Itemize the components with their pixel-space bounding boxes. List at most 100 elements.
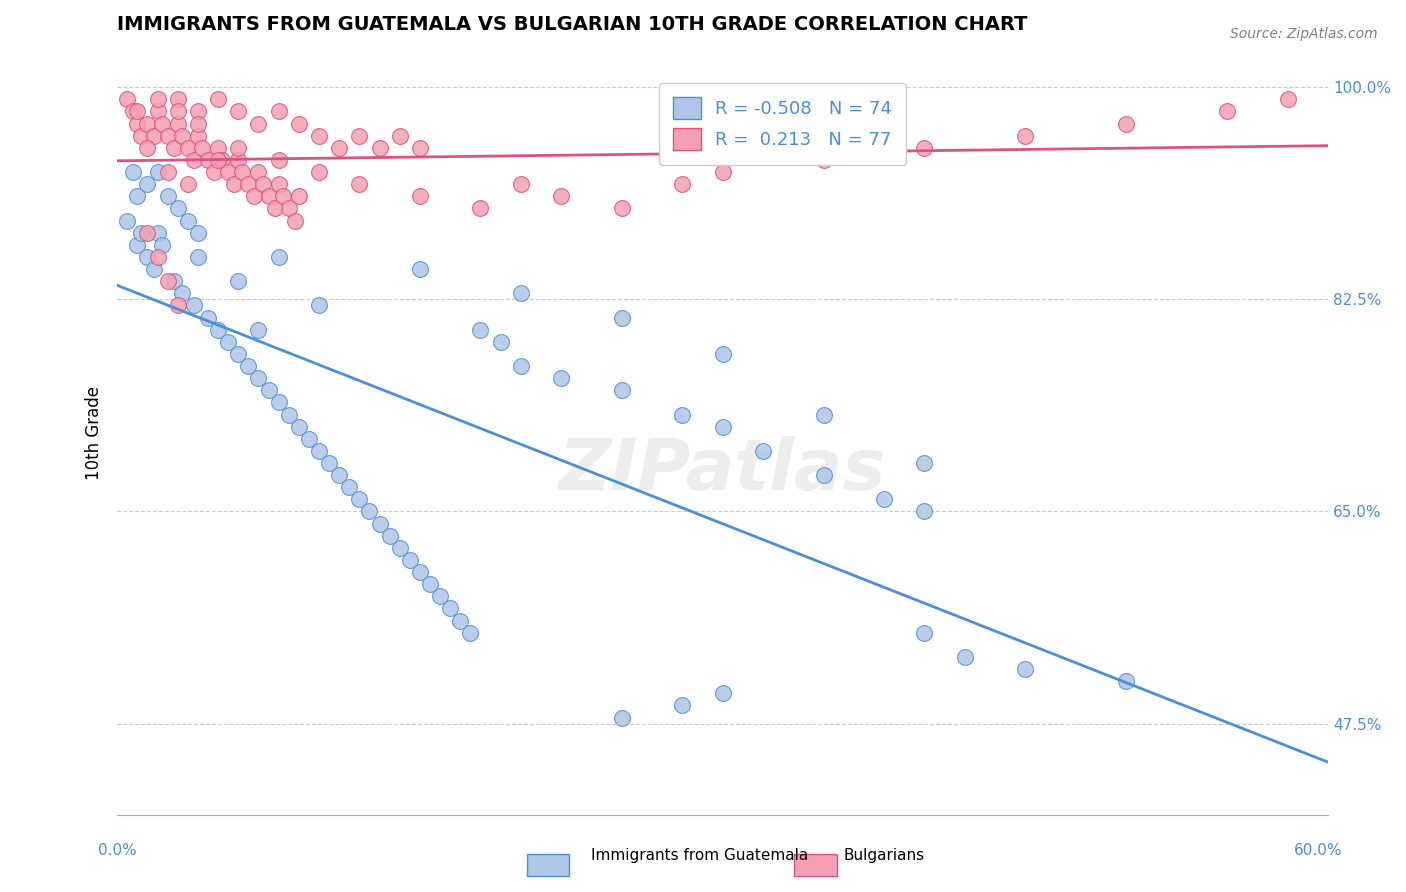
Point — [409, 141, 432, 155]
Text: ZIPatlas: ZIPatlas — [560, 436, 886, 506]
Point — [288, 189, 311, 203]
Point — [349, 177, 371, 191]
Point — [711, 347, 734, 361]
Point — [277, 408, 299, 422]
Point — [308, 298, 330, 312]
Point — [308, 128, 330, 143]
Y-axis label: 10th Grade: 10th Grade — [86, 385, 103, 480]
Point — [217, 165, 239, 179]
Point — [117, 213, 139, 227]
Point — [177, 177, 200, 191]
Point — [378, 529, 401, 543]
Point — [610, 202, 633, 216]
Point — [166, 298, 188, 312]
Point — [914, 456, 936, 470]
Point — [409, 189, 432, 203]
Point — [117, 92, 139, 106]
Point — [156, 189, 179, 203]
Point — [166, 202, 188, 216]
Point — [509, 286, 531, 301]
Point — [419, 577, 441, 591]
Point — [156, 165, 179, 179]
Point — [368, 516, 391, 531]
Point — [146, 165, 169, 179]
Point — [308, 165, 330, 179]
Point — [914, 141, 936, 155]
Legend: R = -0.508   N = 74, R =  0.213   N = 77: R = -0.508 N = 74, R = 0.213 N = 77 — [659, 83, 907, 165]
Point — [191, 141, 214, 155]
Point — [226, 347, 249, 361]
Point — [298, 432, 321, 446]
Point — [489, 334, 512, 349]
Point — [187, 250, 209, 264]
Point — [238, 359, 260, 373]
Point — [711, 419, 734, 434]
Point — [509, 359, 531, 373]
Point — [409, 565, 432, 579]
Point — [318, 456, 340, 470]
Point — [122, 165, 145, 179]
Point — [226, 104, 249, 119]
Point — [231, 165, 253, 179]
Point — [183, 298, 205, 312]
Point — [337, 480, 360, 494]
Point — [470, 202, 492, 216]
Point — [752, 443, 775, 458]
Point — [267, 395, 290, 409]
Point — [671, 177, 693, 191]
Point — [187, 104, 209, 119]
Point — [439, 601, 461, 615]
Text: 60.0%: 60.0% — [1295, 843, 1343, 858]
Point — [263, 202, 285, 216]
Point — [308, 443, 330, 458]
Point — [247, 165, 270, 179]
Point — [359, 504, 381, 518]
Point — [914, 625, 936, 640]
Point — [211, 153, 233, 167]
Text: 0.0%: 0.0% — [98, 843, 138, 858]
Point — [550, 189, 572, 203]
Point — [136, 117, 159, 131]
Point — [288, 117, 311, 131]
Point — [136, 177, 159, 191]
Point — [277, 202, 299, 216]
Point — [1115, 674, 1137, 689]
Point — [170, 128, 193, 143]
Point — [187, 128, 209, 143]
Point — [197, 310, 219, 325]
Point — [183, 153, 205, 167]
Point — [136, 250, 159, 264]
Point — [267, 250, 290, 264]
Point — [247, 323, 270, 337]
Point — [187, 117, 209, 131]
Point — [873, 492, 896, 507]
Point — [610, 710, 633, 724]
Point — [166, 92, 188, 106]
Point — [813, 153, 835, 167]
Point — [207, 323, 229, 337]
Point — [429, 590, 451, 604]
Point — [271, 189, 294, 203]
Point — [470, 323, 492, 337]
Point — [813, 408, 835, 422]
Point — [349, 492, 371, 507]
Point — [142, 128, 165, 143]
Point — [813, 468, 835, 483]
Point — [243, 189, 266, 203]
Point — [257, 384, 280, 398]
Point — [207, 153, 229, 167]
Point — [170, 286, 193, 301]
Point — [156, 128, 179, 143]
Point — [388, 128, 411, 143]
Point — [146, 250, 169, 264]
Point — [224, 177, 246, 191]
Point — [1216, 104, 1239, 119]
Point — [166, 117, 188, 131]
Point — [610, 384, 633, 398]
Point — [509, 177, 531, 191]
Point — [150, 237, 173, 252]
Point — [711, 165, 734, 179]
Point — [177, 213, 200, 227]
Text: Bulgarians: Bulgarians — [844, 848, 925, 863]
Point — [449, 614, 471, 628]
